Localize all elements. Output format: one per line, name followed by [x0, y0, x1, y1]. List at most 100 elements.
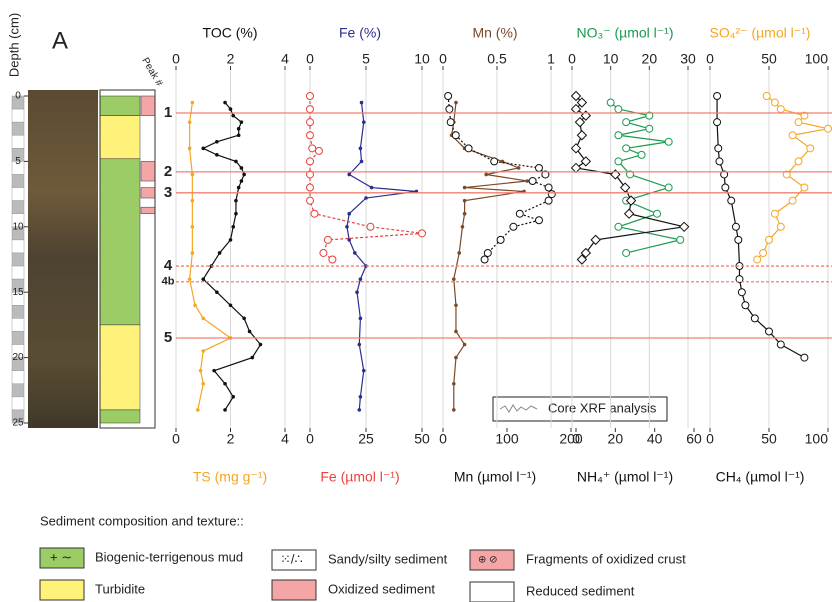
data-point — [234, 159, 238, 164]
data-point — [242, 172, 246, 177]
x-tick-label: 0 — [572, 431, 580, 447]
data-point — [228, 303, 233, 308]
x-tick-label: 25 — [358, 431, 374, 447]
data-point — [359, 159, 364, 164]
data-point — [451, 131, 460, 140]
data-point — [306, 196, 314, 205]
data-point — [357, 408, 362, 412]
data-point — [570, 90, 582, 102]
data-point — [464, 144, 473, 153]
data-point — [231, 225, 236, 229]
core-photo — [28, 90, 98, 428]
data-point — [361, 120, 366, 124]
data-point — [358, 395, 363, 399]
data-point — [794, 157, 803, 166]
data-point — [369, 185, 374, 190]
data-point — [358, 316, 363, 321]
data-point — [765, 327, 773, 336]
data-point — [201, 349, 206, 353]
data-point — [570, 162, 582, 174]
x-tick-label: 0 — [568, 51, 576, 67]
x-tick-label: 0 — [306, 431, 314, 447]
data-point — [721, 183, 730, 192]
data-point — [215, 139, 219, 144]
data-point — [242, 316, 246, 321]
x-tick-label: 0 — [172, 51, 180, 67]
data-point — [457, 251, 462, 255]
data-point — [614, 105, 623, 114]
svg-text:⊕ ⊘: ⊕ ⊘ — [478, 555, 498, 566]
x-tick-label: 0.5 — [487, 51, 507, 67]
data-point — [239, 166, 244, 170]
data-point — [228, 107, 233, 111]
data-point — [664, 137, 673, 146]
data-point — [366, 222, 375, 231]
series-line — [189, 102, 232, 411]
data-point — [306, 170, 314, 179]
depth-scale-bar — [11, 121, 25, 136]
data-point — [193, 303, 197, 308]
oxidized-unit — [140, 161, 156, 182]
data-point — [576, 130, 588, 141]
data-point — [234, 211, 238, 216]
data-point — [731, 222, 740, 231]
data-point — [753, 255, 762, 264]
data-point — [762, 92, 771, 100]
series-line — [309, 96, 423, 260]
axis-label: Mn (µmol l⁻¹) — [454, 469, 536, 485]
panel-label: A — [52, 27, 68, 54]
x-tick-label: 0 — [439, 51, 447, 67]
data-point — [445, 105, 454, 114]
data-point — [462, 211, 467, 216]
depth-scale-bar — [11, 174, 25, 188]
legend-title: Sediment composition and texture:: — [40, 513, 244, 528]
data-point — [788, 196, 797, 205]
y-tick-label: 5 — [15, 156, 21, 167]
axis-label: NO₃⁻ (µmol l⁻¹) — [577, 25, 674, 41]
data-point — [776, 222, 785, 231]
litho-unit — [99, 324, 141, 411]
data-point — [614, 222, 623, 231]
data-point — [614, 157, 623, 166]
data-point — [541, 170, 550, 179]
depth-scale-bar — [11, 370, 25, 385]
axis-label: Mn (%) — [472, 25, 517, 41]
data-point — [776, 340, 785, 349]
depth-scale-bar — [11, 396, 25, 411]
data-point — [759, 248, 768, 257]
litho-unit — [99, 115, 141, 160]
data-point — [236, 185, 241, 190]
data-point — [622, 118, 631, 127]
x-tick-label: 2 — [227, 51, 235, 67]
data-point — [622, 248, 631, 257]
data-point — [547, 190, 556, 199]
oxidized-unit — [140, 95, 156, 116]
data-point — [713, 118, 722, 127]
data-point — [800, 183, 809, 192]
data-point — [606, 98, 615, 107]
data-point — [490, 157, 499, 166]
legend-item: Turbidite — [95, 581, 145, 596]
data-point — [776, 105, 785, 114]
data-point — [306, 92, 314, 100]
litho-unit — [99, 158, 141, 326]
data-point — [217, 251, 222, 255]
series-line — [756, 95, 829, 260]
data-point — [741, 301, 750, 310]
data-point — [678, 221, 690, 233]
data-point — [355, 290, 359, 295]
legend-item: Oxidized sediment — [328, 581, 435, 596]
data-point — [357, 342, 362, 347]
y-tick-label: 0 — [15, 91, 21, 102]
data-point — [454, 355, 458, 360]
peak-label: 2 — [164, 163, 172, 180]
data-point — [483, 248, 492, 257]
data-point — [444, 92, 453, 100]
data-point — [460, 225, 465, 229]
data-point — [328, 255, 337, 264]
data-point — [236, 126, 241, 131]
data-point — [544, 183, 553, 192]
data-point — [187, 277, 192, 281]
data-point — [201, 146, 206, 151]
